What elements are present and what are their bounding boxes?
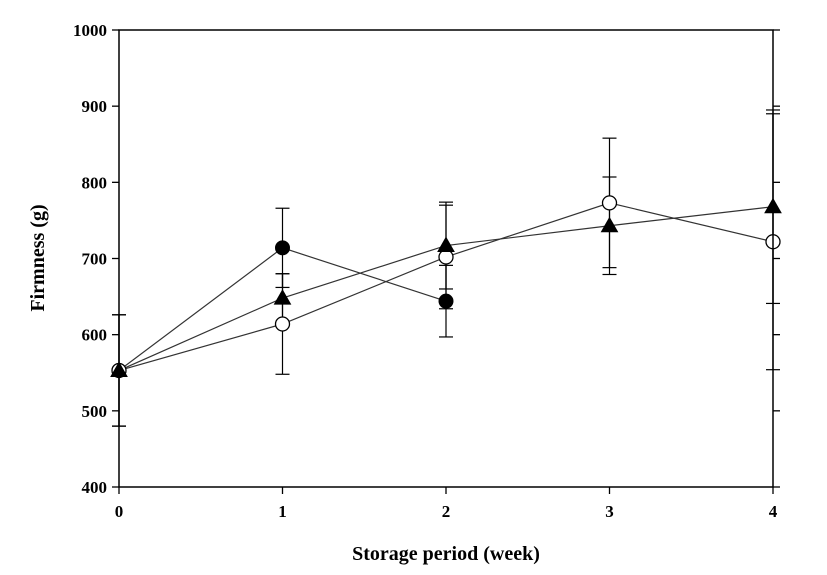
marker-filled-triangle	[437, 236, 455, 253]
y-tick-label: 1000	[73, 21, 107, 40]
x-tick-label: 4	[769, 502, 778, 521]
marker-filled-triangle	[273, 289, 292, 305]
y-tick-label: 500	[82, 402, 108, 421]
x-axis-title: Storage period (week)	[352, 543, 540, 565]
marker-open-circle	[601, 195, 618, 211]
data-markers	[110, 195, 782, 379]
y-tick-label: 900	[82, 97, 108, 116]
y-axis-title: Firmness (g)	[27, 204, 49, 311]
error-bars	[112, 109, 780, 427]
y-tick-label: 400	[82, 478, 108, 497]
y-tick-label: 800	[82, 173, 108, 192]
y-tick-label: 700	[82, 250, 108, 269]
x-tick-label: 3	[605, 502, 614, 521]
marker-filled-triangle	[600, 216, 619, 233]
marker-open-circle	[438, 249, 454, 265]
x-axis-ticks: 0 1 2 3 4	[115, 487, 778, 521]
marker-filled-circle	[275, 240, 290, 256]
x-tick-label: 1	[278, 502, 287, 521]
y-tick-label: 600	[82, 326, 108, 345]
x-tick-label: 0	[115, 502, 124, 521]
marker-open-circle	[274, 316, 291, 332]
x-tick-label: 2	[442, 502, 451, 521]
y-axis-ticks: 400 500 600 700 800 900 1000	[73, 21, 780, 497]
marker-filled-circle	[438, 293, 454, 309]
